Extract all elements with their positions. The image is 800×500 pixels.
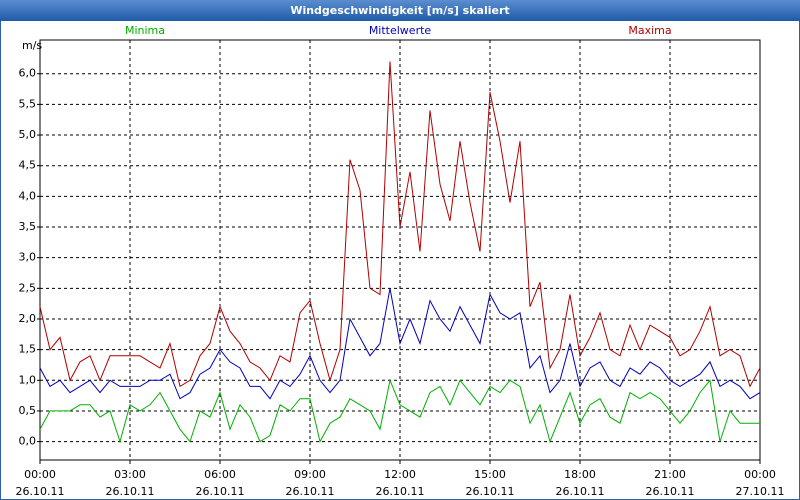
y-tick-label: 0,5 bbox=[19, 404, 37, 417]
series-line bbox=[39, 378, 760, 444]
y-tick-label: 3,0 bbox=[19, 251, 37, 264]
x-tick-label: 21:00 26.10.11 bbox=[645, 468, 695, 498]
title-bar bbox=[0, 0, 800, 21]
legend-label: Maxima bbox=[628, 24, 671, 37]
y-tick-label: 4,0 bbox=[19, 189, 37, 202]
y-tick-label: 1,0 bbox=[19, 373, 37, 386]
x-tick-label: 12:00 26.10.11 bbox=[375, 468, 425, 498]
x-tick-label: 03:00 26.10.11 bbox=[105, 468, 155, 498]
legend-label: Mittelwerte bbox=[369, 24, 432, 37]
x-tick-label: 06:00 26.10.11 bbox=[195, 468, 245, 498]
y-tick-label: 3,5 bbox=[19, 220, 37, 233]
y-tick-label: 0,0 bbox=[19, 435, 37, 448]
x-tick-label: 15:00 26.10.11 bbox=[465, 468, 515, 498]
series-line bbox=[39, 288, 761, 400]
chart-title: Windgeschwindigkeit [m/s] skaliert bbox=[290, 4, 509, 17]
legend-label: Minima bbox=[125, 24, 165, 37]
y-tick-label: 4,5 bbox=[19, 159, 37, 172]
y-tick-label: 5,0 bbox=[19, 128, 37, 141]
x-tick-label: 00:00 27.10.11 bbox=[735, 468, 785, 498]
x-tick-label: 18:00 26.10.11 bbox=[555, 468, 605, 498]
x-tick-label: 09:00 26.10.11 bbox=[285, 468, 335, 498]
series-line bbox=[39, 61, 761, 388]
y-tick-label: 2,5 bbox=[19, 281, 37, 294]
y-axis-label: m/s bbox=[22, 39, 42, 52]
y-tick-label: 5,5 bbox=[19, 97, 37, 110]
y-tick-label: 1,5 bbox=[19, 343, 37, 356]
x-tick-label: 00:00 26.10.11 bbox=[15, 468, 65, 498]
y-tick-label: 2,0 bbox=[19, 312, 37, 325]
y-tick-label: 6,0 bbox=[19, 67, 37, 80]
